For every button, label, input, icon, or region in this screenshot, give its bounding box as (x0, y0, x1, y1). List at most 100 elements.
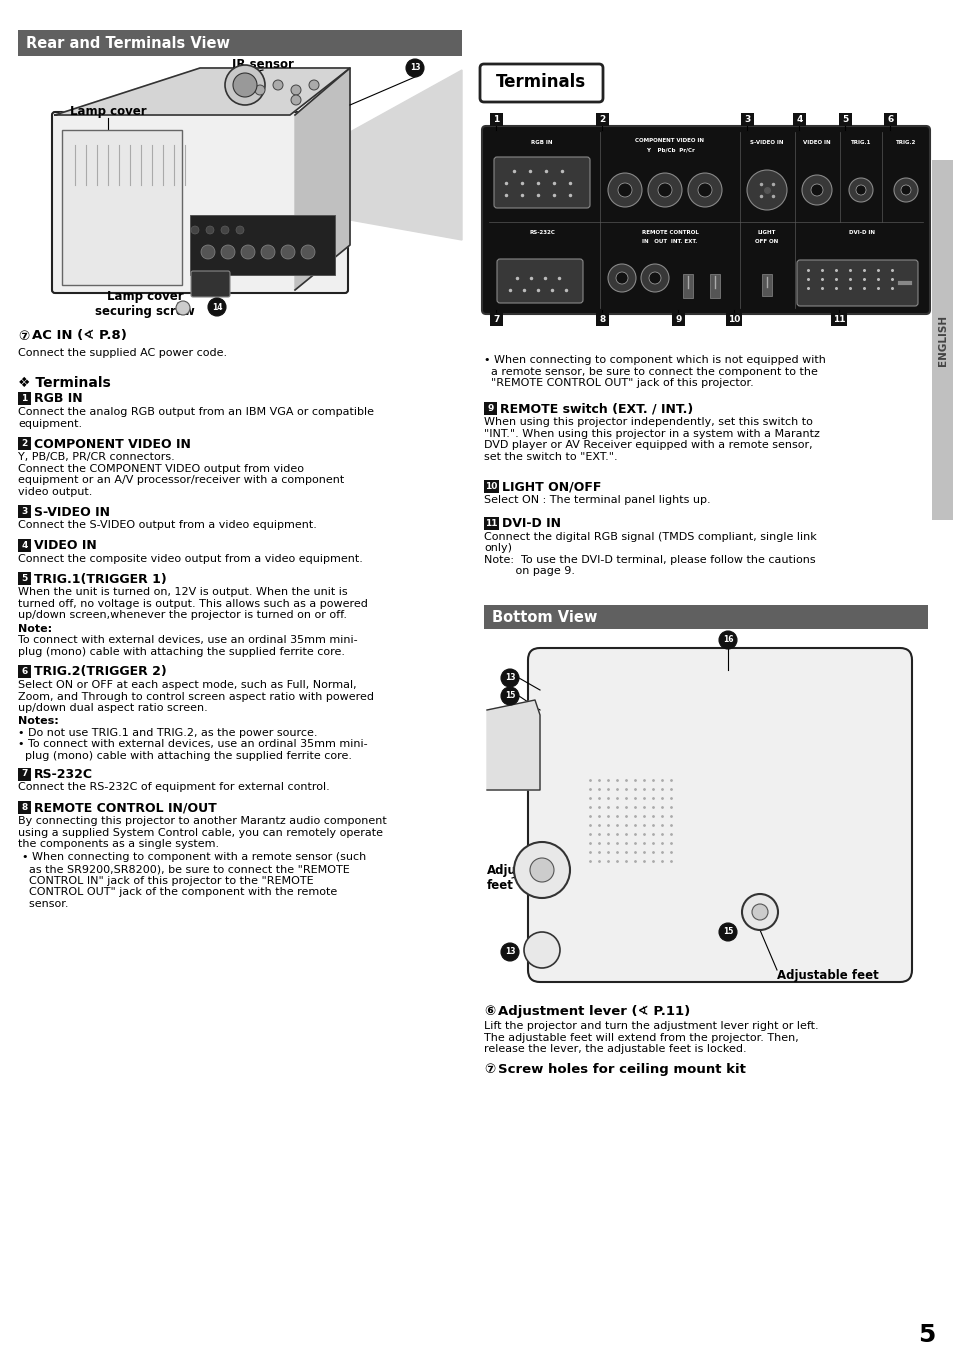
Text: VIDEO IN: VIDEO IN (34, 539, 96, 553)
Circle shape (500, 943, 518, 961)
Circle shape (687, 173, 721, 207)
Text: ❖ Terminals: ❖ Terminals (18, 376, 111, 390)
Text: 8: 8 (21, 802, 28, 812)
Bar (483, 480, 498, 493)
Circle shape (746, 170, 786, 209)
Text: IR sensor: IR sensor (232, 58, 294, 72)
Circle shape (291, 95, 301, 105)
Text: Note:: Note: (18, 624, 52, 634)
Circle shape (175, 301, 190, 315)
Text: By connecting this projector to another Marantz audio component
using a supplied: By connecting this projector to another … (18, 816, 386, 850)
Circle shape (810, 184, 822, 196)
Text: 4: 4 (21, 540, 28, 550)
Text: RGB IN: RGB IN (531, 141, 552, 145)
Text: 2: 2 (598, 115, 605, 124)
Text: 10: 10 (727, 315, 740, 324)
Bar (483, 605, 927, 630)
Circle shape (261, 245, 274, 259)
Text: 8: 8 (598, 315, 605, 324)
Text: Lamp cover
securing screw: Lamp cover securing screw (95, 290, 194, 317)
Text: RGB IN: RGB IN (34, 393, 83, 405)
Circle shape (221, 226, 229, 234)
Bar (725, 313, 741, 326)
Text: DVI-D IN: DVI-D IN (501, 517, 560, 530)
FancyBboxPatch shape (479, 63, 602, 101)
Circle shape (855, 185, 865, 195)
Text: RS-232C: RS-232C (529, 230, 555, 235)
Bar (761, 274, 771, 296)
Text: Select ON or OFF at each aspect mode, such as Full, Normal,
Zoom, and Through to: Select ON or OFF at each aspect mode, su… (18, 680, 374, 713)
Text: Lift the projector and turn the adjustment lever right or left.
The adjustable f: Lift the projector and turn the adjustme… (483, 1021, 818, 1054)
Bar (18, 665, 30, 678)
Text: TRIG.2(TRIGGER 2): TRIG.2(TRIGGER 2) (34, 666, 167, 678)
Text: ENGLISH: ENGLISH (937, 315, 947, 366)
Circle shape (221, 245, 234, 259)
Text: 5: 5 (918, 1323, 935, 1347)
Text: OFF ON: OFF ON (755, 239, 778, 245)
Text: AC IN (∢ P.8): AC IN (∢ P.8) (32, 330, 127, 343)
Circle shape (406, 59, 423, 77)
Circle shape (530, 858, 554, 882)
Text: 9: 9 (487, 404, 493, 413)
Circle shape (206, 226, 213, 234)
Bar (709, 274, 720, 299)
FancyBboxPatch shape (191, 272, 230, 297)
Text: • When connecting to component with a remote sensor (such
  as the SR9200,SR8200: • When connecting to component with a re… (22, 852, 366, 909)
Bar (62, 130, 182, 285)
Text: Terminals: Terminals (496, 73, 585, 91)
Circle shape (233, 73, 256, 97)
Text: Connect the composite video output from a video equipment.: Connect the composite video output from … (18, 554, 362, 563)
Circle shape (900, 185, 910, 195)
Text: • When connecting to component which is not equipped with
  a remote sensor, be : • When connecting to component which is … (483, 355, 825, 388)
Circle shape (273, 80, 283, 91)
Bar (682, 274, 692, 299)
Bar (792, 113, 805, 126)
Text: • To connect with external devices, use an ordinal 35mm mini-
  plug (mono) cabl: • To connect with external devices, use … (18, 739, 367, 761)
Text: 3: 3 (743, 115, 750, 124)
Circle shape (618, 182, 631, 197)
Circle shape (607, 263, 636, 292)
Circle shape (523, 932, 559, 969)
Text: When using this projector independently, set this switch to
"INT.". When using t: When using this projector independently,… (483, 417, 819, 462)
Circle shape (301, 245, 314, 259)
Bar (931, 159, 953, 520)
Bar (483, 403, 497, 415)
Text: Lamp cover: Lamp cover (70, 105, 146, 119)
Circle shape (208, 299, 226, 316)
Text: TRIG.1: TRIG.1 (850, 141, 870, 145)
Text: LIGHT ON/OFF: LIGHT ON/OFF (501, 481, 600, 493)
Circle shape (191, 226, 199, 234)
FancyBboxPatch shape (527, 648, 911, 982)
Text: 11: 11 (832, 315, 844, 324)
Circle shape (500, 669, 518, 688)
Circle shape (741, 894, 778, 929)
Text: REMOTE CONTROL: REMOTE CONTROL (640, 230, 698, 235)
Text: Y    Pb/Cb  Pr/Cr: Y Pb/Cb Pr/Cr (645, 149, 694, 153)
Text: RS-232C: RS-232C (34, 767, 92, 781)
Bar (596, 313, 608, 326)
Text: 10: 10 (485, 482, 497, 490)
Text: 1: 1 (493, 115, 499, 124)
Text: S-VIDEO IN: S-VIDEO IN (34, 505, 110, 519)
Circle shape (648, 272, 660, 284)
Circle shape (658, 182, 671, 197)
Text: 9: 9 (675, 315, 681, 324)
Circle shape (291, 85, 301, 95)
Text: Connect the analog RGB output from an IBM VGA or compatible
equipment.: Connect the analog RGB output from an IB… (18, 407, 374, 428)
Text: 15: 15 (504, 692, 515, 701)
FancyBboxPatch shape (497, 259, 582, 303)
Circle shape (719, 923, 737, 942)
Circle shape (616, 272, 627, 284)
Text: COMPONENT VIDEO IN: COMPONENT VIDEO IN (34, 438, 191, 450)
Circle shape (235, 226, 244, 234)
Text: 1: 1 (21, 394, 28, 403)
Circle shape (500, 688, 518, 705)
Circle shape (848, 178, 872, 203)
Text: Connect the supplied AC power code.: Connect the supplied AC power code. (18, 349, 227, 358)
Text: S-VIDEO IN: S-VIDEO IN (749, 141, 783, 145)
FancyBboxPatch shape (481, 126, 929, 313)
Bar (18, 392, 30, 405)
Text: REMOTE switch (EXT. / INT.): REMOTE switch (EXT. / INT.) (499, 403, 693, 416)
Text: 4: 4 (796, 115, 801, 124)
Text: 6: 6 (21, 667, 28, 676)
